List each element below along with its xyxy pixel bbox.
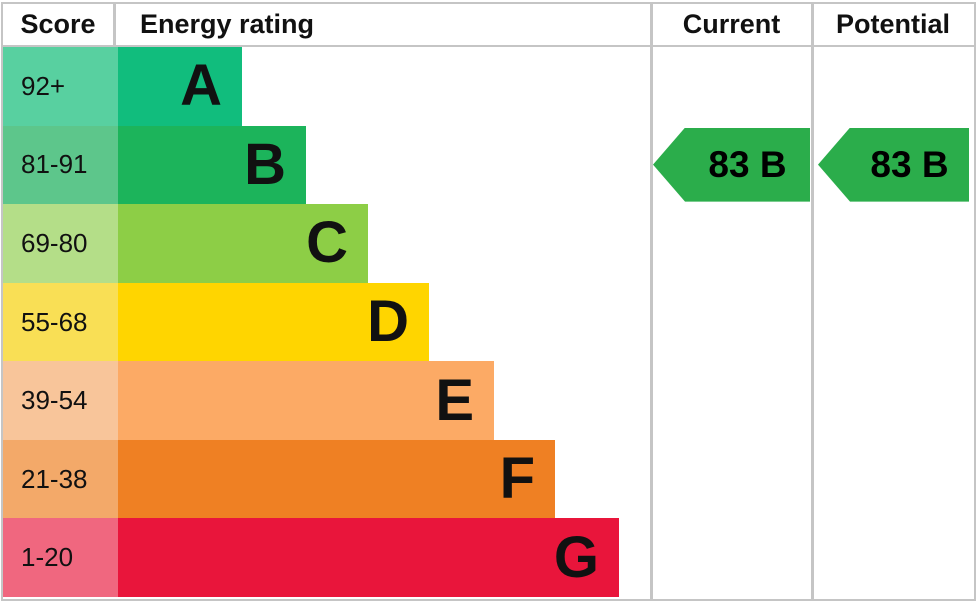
band-score-range: 21-38 xyxy=(3,439,118,519)
current-rating-label: 83 B xyxy=(708,143,787,185)
band-letter: D xyxy=(367,289,409,355)
band-letter: G xyxy=(553,524,599,590)
band-letter: C xyxy=(306,210,348,276)
header-score: Score xyxy=(20,9,96,39)
current-rating-arrow: 83 B xyxy=(653,127,810,202)
band-score-range: 69-80 xyxy=(3,204,118,283)
band-score-range: 81-91 xyxy=(3,125,118,205)
chart-header: Score Energy rating Current Potential xyxy=(3,4,974,47)
band-row-e: 39-54 E xyxy=(3,361,974,440)
potential-rating-label: 83 B xyxy=(870,143,949,185)
header-energy-rating: Energy rating xyxy=(140,9,315,39)
band-row-g: 1-20 G xyxy=(3,518,974,598)
header-potential: Potential xyxy=(835,9,950,39)
band-letter: F xyxy=(499,446,535,512)
band-rows: 92+ A 81-91 B 69-80 C 55-68 D 39-54 E 21-38 F 1-20 G xyxy=(3,47,974,598)
band-row-a: 92+ A xyxy=(3,47,974,126)
band-row-d: 55-68 D xyxy=(3,282,974,362)
band-score-range: 1-20 xyxy=(3,518,118,598)
band-bar: F xyxy=(118,439,555,519)
band-bar: C xyxy=(118,204,368,283)
potential-rating-arrow: 83 B xyxy=(818,127,969,202)
band-bar: A xyxy=(118,47,242,126)
band-letter: B xyxy=(244,131,286,197)
band-score-range: 92+ xyxy=(3,47,118,126)
header-divider xyxy=(113,4,116,45)
band-row-c: 69-80 C xyxy=(3,204,974,283)
divider-potential-column xyxy=(811,4,814,599)
header-current: Current xyxy=(682,9,781,39)
divider-current-column xyxy=(650,4,653,599)
band-score-range: 39-54 xyxy=(3,361,118,440)
band-bar: G xyxy=(118,518,619,598)
band-row-f: 21-38 F xyxy=(3,439,974,519)
band-bar: D xyxy=(118,282,429,362)
band-bar: E xyxy=(118,361,494,440)
band-score-range: 55-68 xyxy=(3,282,118,362)
band-letter: A xyxy=(180,53,222,119)
band-letter: E xyxy=(435,367,474,433)
band-bar: B xyxy=(118,125,306,205)
band-row-b: 81-91 B xyxy=(3,125,974,205)
